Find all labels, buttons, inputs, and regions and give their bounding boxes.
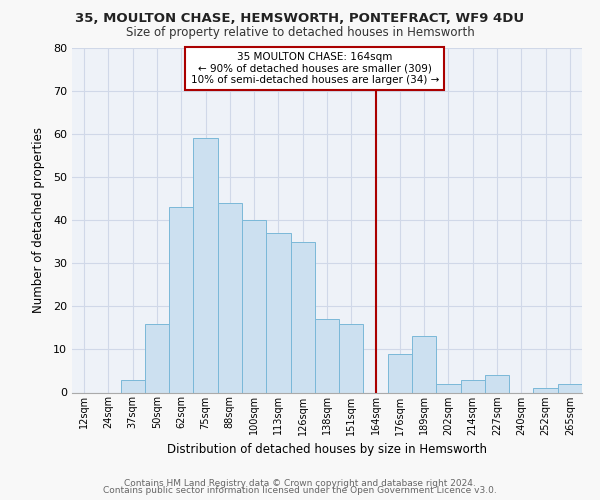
Text: 35, MOULTON CHASE, HEMSWORTH, PONTEFRACT, WF9 4DU: 35, MOULTON CHASE, HEMSWORTH, PONTEFRACT… [76, 12, 524, 26]
Bar [121, 380, 145, 392]
Y-axis label: Number of detached properties: Number of detached properties [32, 127, 44, 313]
Bar [533, 388, 558, 392]
Text: 35 MOULTON CHASE: 164sqm
← 90% of detached houses are smaller (309)
10% of semi-: 35 MOULTON CHASE: 164sqm ← 90% of detach… [191, 52, 439, 85]
Bar [485, 375, 509, 392]
Bar [242, 220, 266, 392]
Text: Size of property relative to detached houses in Hemsworth: Size of property relative to detached ho… [125, 26, 475, 39]
Bar [145, 324, 169, 392]
Bar [388, 354, 412, 393]
Bar [461, 380, 485, 392]
Bar [169, 207, 193, 392]
Text: Contains HM Land Registry data © Crown copyright and database right 2024.: Contains HM Land Registry data © Crown c… [124, 478, 476, 488]
Bar [558, 384, 582, 392]
Bar [266, 233, 290, 392]
Text: Contains public sector information licensed under the Open Government Licence v3: Contains public sector information licen… [103, 486, 497, 495]
Bar [193, 138, 218, 392]
Bar [436, 384, 461, 392]
Bar [339, 324, 364, 392]
Bar [412, 336, 436, 392]
Bar [290, 242, 315, 392]
Bar [315, 319, 339, 392]
X-axis label: Distribution of detached houses by size in Hemsworth: Distribution of detached houses by size … [167, 443, 487, 456]
Bar [218, 203, 242, 392]
